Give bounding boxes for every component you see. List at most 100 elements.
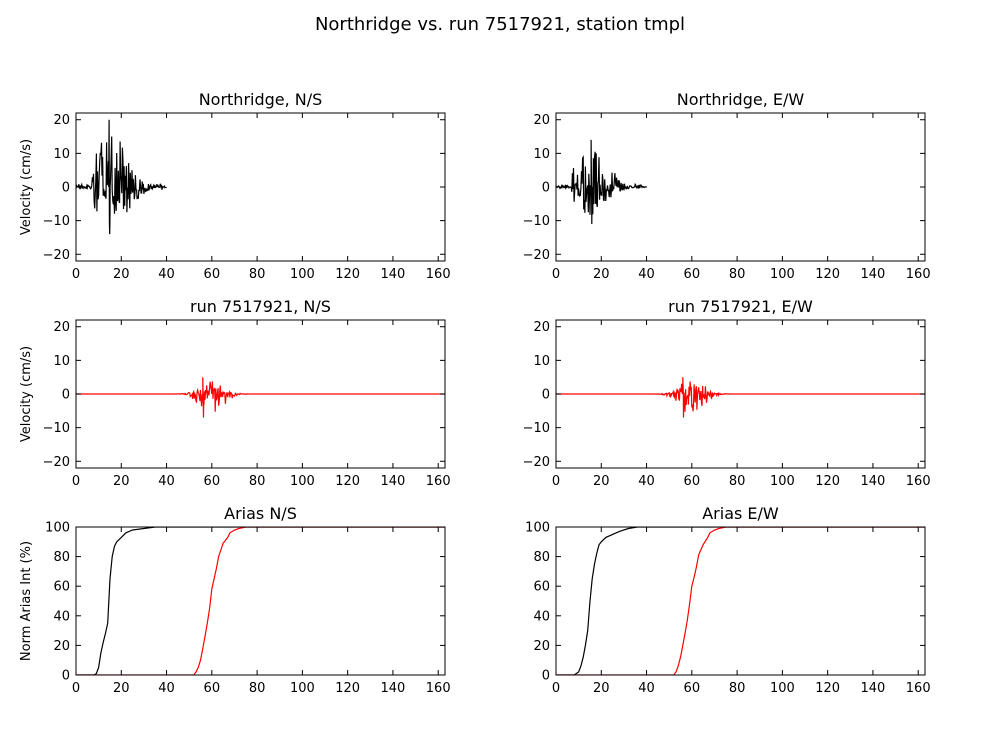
x-tick-label: 60 — [204, 474, 221, 489]
y-tick-label: 20 — [53, 113, 70, 128]
y-tick-label: 0 — [62, 181, 70, 196]
x-tick-label: 20 — [113, 474, 130, 489]
plot-title: Northridge, E/W — [677, 90, 805, 109]
x-tick-label: 60 — [204, 267, 221, 282]
plot-title: Arias E/W — [702, 504, 779, 523]
x-tick-label: 40 — [158, 681, 175, 696]
x-tick-label: 40 — [158, 474, 175, 489]
plot-panel: Northridge, N/S Velocity (cm/s) 0 20 40 60 80 1… — [19, 90, 451, 282]
y-tick-label: 10 — [533, 354, 550, 369]
x-tick-label: 60 — [684, 474, 701, 489]
x-tick-label: 100 — [770, 681, 795, 696]
x-tick-label: 160 — [426, 474, 451, 489]
series-line — [76, 377, 445, 418]
series-line — [556, 527, 925, 675]
x-tick-label: 40 — [638, 681, 655, 696]
x-tick-label: 120 — [815, 681, 840, 696]
plot-panel: Arias N/S Norm Arias Int (%) 0 20 40 60 80 100 1… — [19, 504, 451, 696]
x-tick-label: 20 — [113, 681, 130, 696]
x-tick-label: 60 — [684, 267, 701, 282]
y-tick-label: 20 — [53, 320, 70, 335]
x-tick-label: 60 — [684, 681, 701, 696]
x-tick-label: 140 — [381, 267, 406, 282]
series-line — [556, 377, 925, 418]
y-tick-label: −20 — [523, 248, 550, 263]
y-axis-label: Norm Arias Int (%) — [19, 541, 34, 661]
y-axis-label: Velocity (cm/s) — [19, 346, 34, 442]
axes-frame — [75, 526, 446, 676]
series-line — [76, 119, 167, 235]
x-tick-label: 160 — [906, 474, 931, 489]
plot-panel: run 7517921, N/S Velocity (cm/s) 0 20 40 60 80… — [19, 297, 451, 489]
y-tick-label: 80 — [53, 550, 70, 565]
y-tick-label: −20 — [43, 248, 70, 263]
y-tick-label: 60 — [533, 580, 550, 595]
x-tick-label: 140 — [381, 474, 406, 489]
y-tick-label: −10 — [523, 214, 550, 229]
plot-panel: run 7517921, E/W0 20 40 60 80 100 120 140 160201… — [523, 297, 931, 489]
plot-panel: Arias E/W 0 20 40 60 80 100 120 140 160 100 80 60 40 2… — [525, 504, 930, 696]
x-tick-label: 0 — [552, 474, 560, 489]
y-tick-label: −10 — [523, 421, 550, 436]
x-tick-label: 80 — [249, 267, 266, 282]
y-tick-label: 0 — [542, 669, 550, 684]
x-tick-label: 160 — [426, 267, 451, 282]
y-tick-label: 100 — [45, 521, 70, 536]
y-tick-label: 40 — [53, 609, 70, 624]
plot-title: Arias N/S — [224, 504, 297, 523]
x-tick-label: 20 — [593, 681, 610, 696]
y-tick-label: 0 — [62, 669, 70, 684]
x-tick-label: 160 — [906, 267, 931, 282]
series-line — [76, 527, 445, 675]
y-tick-label: −10 — [43, 421, 70, 436]
x-tick-label: 100 — [290, 267, 315, 282]
plot-panel: Northridge, E/W0 20 40 60 80 100 120 140 1602010… — [523, 90, 931, 282]
x-tick-label: 80 — [729, 681, 746, 696]
plot-title: Northridge, N/S — [199, 90, 323, 109]
x-tick-label: 0 — [552, 681, 560, 696]
figure-title: Northridge vs. run 7517921, station tmpl — [315, 14, 685, 35]
x-tick-label: 140 — [381, 681, 406, 696]
series-line — [76, 527, 445, 675]
y-tick-label: 100 — [525, 521, 550, 536]
x-tick-label: 140 — [861, 267, 886, 282]
x-tick-label: 20 — [113, 267, 130, 282]
y-tick-label: −10 — [43, 214, 70, 229]
x-tick-label: 120 — [335, 267, 360, 282]
y-tick-label: 10 — [53, 147, 70, 162]
y-tick-label: −20 — [43, 455, 70, 470]
series-line — [556, 139, 648, 225]
x-tick-label: 40 — [638, 474, 655, 489]
y-tick-label: 0 — [542, 388, 550, 403]
x-tick-label: 160 — [426, 681, 451, 696]
y-tick-label: 20 — [533, 113, 550, 128]
y-tick-label: 60 — [53, 580, 70, 595]
plot-title: run 7517921, E/W — [668, 297, 813, 316]
y-tick-label: 40 — [533, 609, 550, 624]
x-tick-label: 20 — [593, 474, 610, 489]
x-tick-label: 0 — [72, 681, 80, 696]
x-tick-label: 120 — [815, 474, 840, 489]
y-tick-label: 20 — [533, 320, 550, 335]
x-tick-label: 140 — [861, 474, 886, 489]
x-tick-label: 0 — [72, 267, 80, 282]
x-tick-label: 140 — [861, 681, 886, 696]
x-tick-label: 80 — [249, 681, 266, 696]
x-tick-label: 80 — [729, 267, 746, 282]
x-tick-label: 120 — [815, 267, 840, 282]
y-tick-label: −20 — [523, 455, 550, 470]
x-tick-label: 80 — [249, 474, 266, 489]
x-tick-label: 20 — [593, 267, 610, 282]
y-axis-label: Velocity (cm/s) — [19, 139, 34, 235]
x-tick-label: 0 — [72, 474, 80, 489]
axes-frame — [555, 526, 926, 676]
x-tick-label: 0 — [552, 267, 560, 282]
x-tick-label: 160 — [906, 681, 931, 696]
x-tick-label: 100 — [290, 681, 315, 696]
y-tick-label: 10 — [53, 354, 70, 369]
x-tick-label: 100 — [770, 267, 795, 282]
x-tick-label: 40 — [158, 267, 175, 282]
y-tick-label: 0 — [62, 388, 70, 403]
x-tick-label: 100 — [290, 474, 315, 489]
